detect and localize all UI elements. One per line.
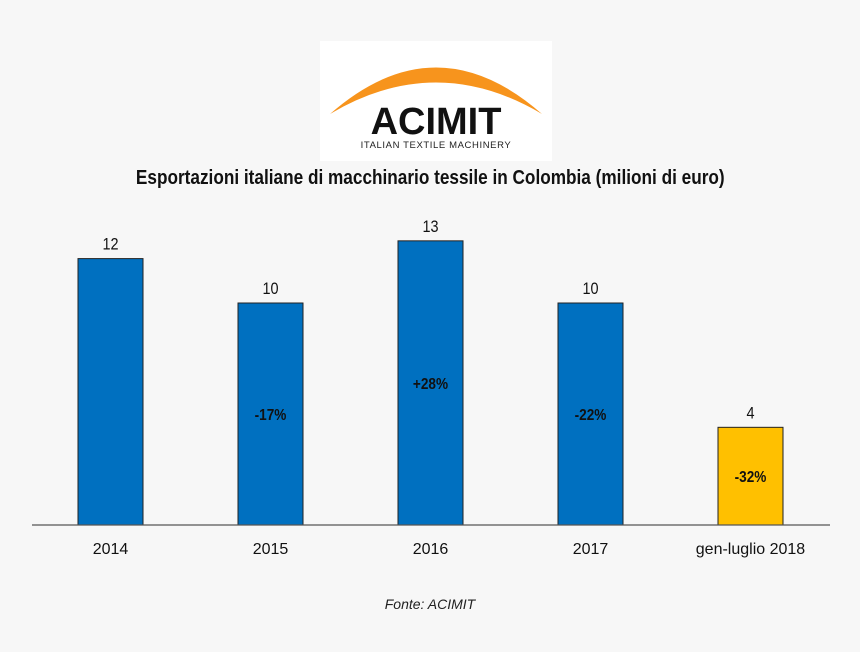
value-label: 13 <box>422 218 438 236</box>
change-label: -17% <box>255 407 287 424</box>
x-tick-label: 2016 <box>413 541 449 558</box>
change-label: -22% <box>575 407 607 424</box>
bar-2017 <box>557 302 624 526</box>
bar-2014 <box>77 258 144 526</box>
change-label: -32% <box>735 469 767 486</box>
x-tick-label: gen-luglio 2018 <box>696 541 806 558</box>
value-label: 12 <box>102 236 118 254</box>
acimit-logo: ACIMIT ITALIAN TEXTILE MACHINERY <box>320 41 552 161</box>
bar-gen-luglio 2018 <box>717 426 784 526</box>
x-tick-label: 2014 <box>93 541 129 558</box>
change-label: +28% <box>413 376 448 393</box>
bar-chart: 12 2014 10 -17% 2015 13 +28% 2016 10 -22% 2017 4 -32… <box>32 218 830 558</box>
svg-text:ITALIAN TEXTILE MACHINERY: ITALIAN TEXTILE MACHINERY <box>361 140 512 151</box>
value-label: 10 <box>582 280 598 298</box>
value-label: 10 <box>262 280 278 298</box>
svg-text:ACIMIT: ACIMIT <box>371 101 502 143</box>
source-note: Fonte: ACIMIT <box>384 596 476 612</box>
x-tick-label: 2015 <box>253 541 289 558</box>
chart-title: Esportazioni italiane di macchinario tes… <box>135 167 725 189</box>
bar-2015 <box>237 302 304 526</box>
bar-2016 <box>397 240 464 526</box>
value-label: 4 <box>746 404 754 422</box>
x-tick-label: 2017 <box>573 541 609 558</box>
